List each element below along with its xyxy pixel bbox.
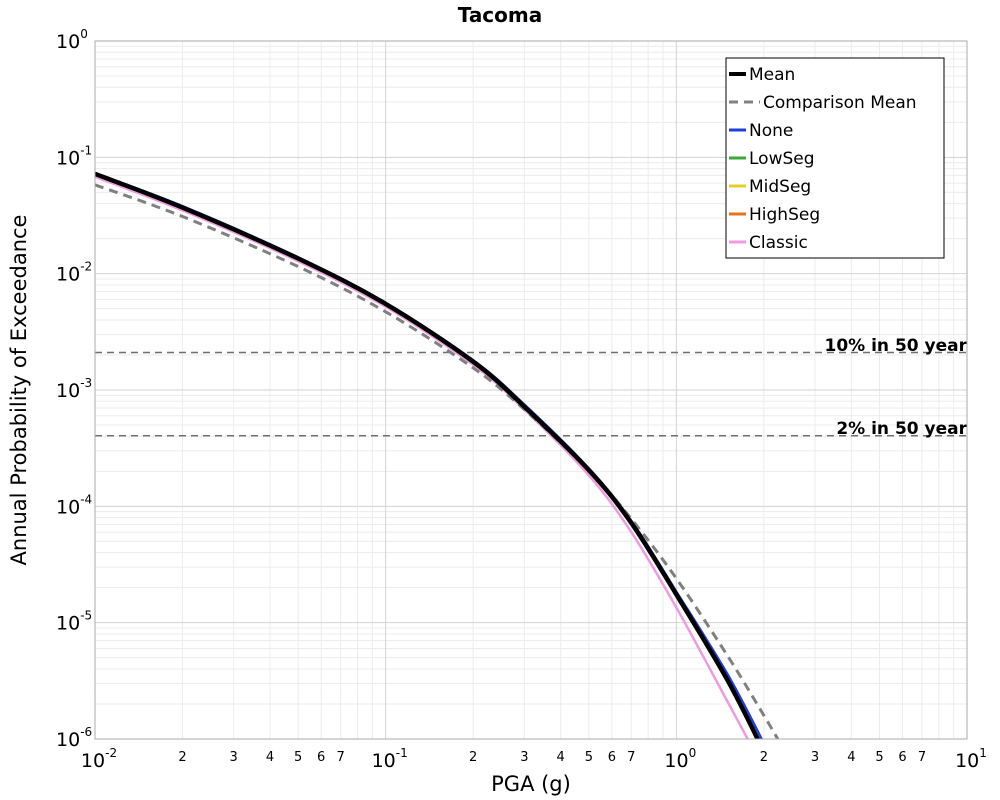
grid-lines (94, 40, 968, 740)
y-major-tick-label: 10-6 (56, 725, 92, 751)
legend-label: MidSeg (749, 177, 811, 197)
reference-line-label: 2% in 50 year (836, 419, 967, 439)
y-major-tick-label: 10-2 (56, 260, 92, 286)
x-major-tick-label: 10-2 (81, 746, 117, 772)
x-minor-tick-label: 7 (337, 750, 345, 765)
y-tick-labels: 100 10-1 10-2 10-3 10-4 10-5 10-6 (56, 27, 92, 751)
x-minor-tick-label: 6 (898, 750, 906, 765)
legend-label: LowSeg (749, 149, 815, 169)
legend-label: Comparison Mean (763, 93, 917, 113)
x-minor-tick-label: 2 (178, 750, 186, 765)
x-minor-tick-label: 2 (760, 750, 768, 765)
x-major-tick-label: 101 (955, 746, 987, 772)
y-major-tick-label: 10-5 (56, 609, 92, 635)
x-minor-tick-label: 6 (608, 750, 616, 765)
reference-lines: 10% in 50 year 2% in 50 year (95, 336, 968, 439)
y-major-tick-label: 10-1 (56, 143, 92, 169)
x-minor-tick-label: 6 (317, 750, 325, 765)
y-axis-title: Annual Probability of Exceedance (7, 215, 31, 566)
x-major-tick-label: 10-1 (372, 746, 408, 772)
x-minor-tick-label: 2 (469, 750, 477, 765)
x-minor-tick-label: 3 (811, 750, 819, 765)
x-minor-tick-label: 4 (847, 750, 855, 765)
x-minor-tick-label: 4 (266, 750, 274, 765)
x-minor-tick-label: 5 (875, 750, 883, 765)
y-major-tick-label: 10-3 (56, 376, 92, 402)
y-major-tick-label: 10-4 (56, 492, 92, 518)
x-major-tick-label: 100 (664, 746, 696, 772)
series-line-mean (95, 171, 761, 739)
legend-label: HighSeg (749, 205, 820, 225)
x-minor-tick-label: 5 (294, 750, 302, 765)
x-minor-tick-label: 3 (230, 750, 238, 765)
series-lines (95, 171, 780, 739)
chart-title: Tacoma (458, 3, 543, 27)
legend: Mean Comparison Mean None LowSeg MidSeg HighS… (725, 57, 945, 259)
x-minor-tick-label: 7 (918, 750, 926, 765)
x-minor-tick-label: 7 (627, 750, 635, 765)
legend-label: None (749, 121, 793, 141)
x-minor-tick-label: 4 (557, 750, 565, 765)
x-minor-tick-label: 3 (520, 750, 528, 765)
x-axis-title: PGA (g) (491, 772, 571, 796)
legend-box (725, 57, 945, 259)
plot-frame (94, 40, 968, 740)
reference-line-label: 10% in 50 year (825, 336, 968, 356)
legend-label: Mean (749, 65, 795, 85)
y-major-tick-label: 100 (56, 27, 88, 53)
legend-label: Classic (749, 233, 808, 253)
x-minor-tick-label: 5 (585, 750, 593, 765)
